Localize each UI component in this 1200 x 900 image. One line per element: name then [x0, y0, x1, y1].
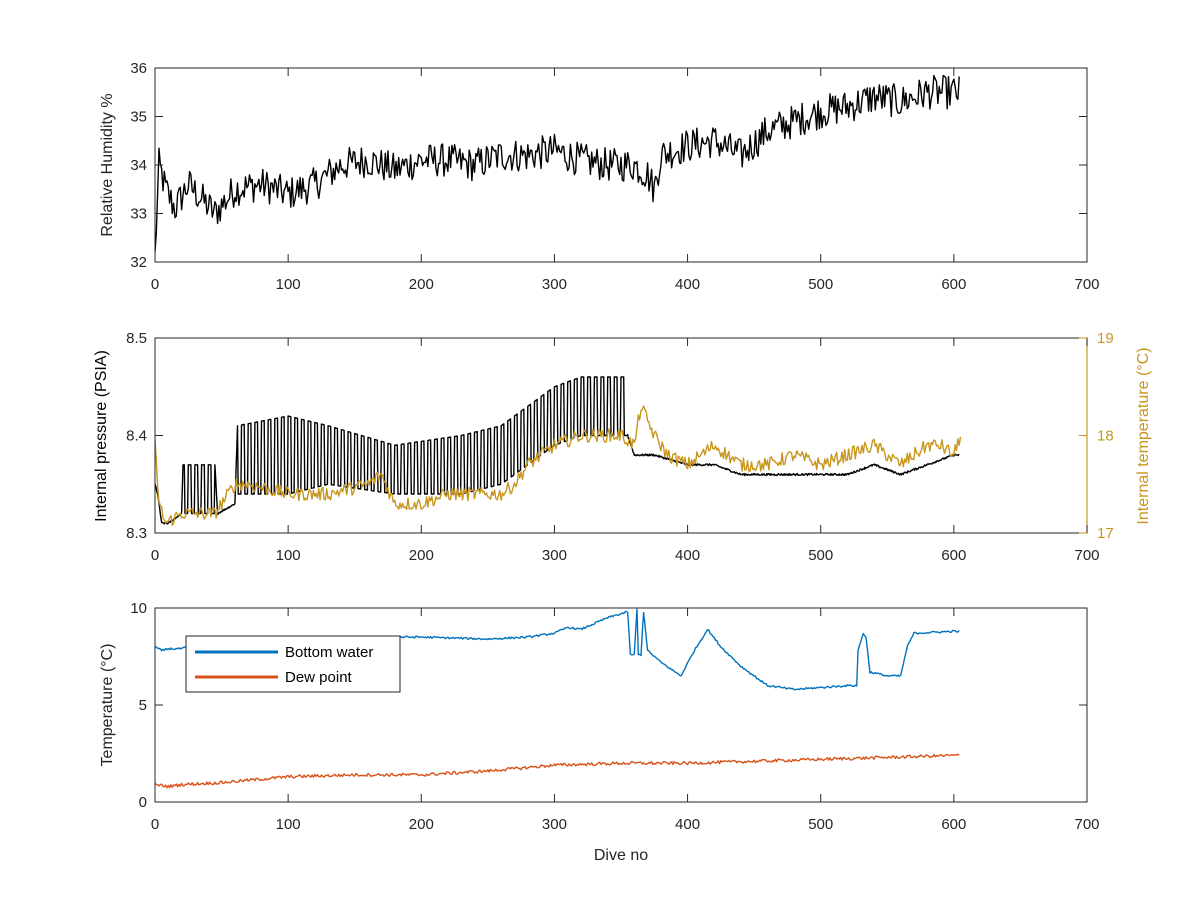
x-tick-label: 700: [1074, 547, 1099, 564]
x-tick-label: 600: [941, 547, 966, 564]
internal-temperature-line: [155, 405, 962, 526]
pressure-panel: 0 100 200 300 400 500 600 700 8.3 8.4 8.5 17 18 19 In…: [93, 330, 1152, 564]
legend-label-dew-point: Dew point: [285, 669, 353, 686]
x-tick-label: 400: [675, 276, 700, 293]
y-tick-label: 5: [139, 697, 147, 714]
temperature-panel: 0 100 200 300 400 500 600 700 0 5 10 Temperature (…: [99, 600, 1100, 864]
y-tick-label: 32: [130, 254, 147, 271]
x-tick-label: 200: [409, 547, 434, 564]
y-right-tick-label: 19: [1097, 330, 1114, 347]
y-tick-label: 8.5: [126, 330, 147, 347]
y-tick-label: 8.3: [126, 525, 147, 542]
x-tick-label: 700: [1074, 816, 1099, 833]
x-tick-label: 400: [675, 816, 700, 833]
x-tick-label: 100: [276, 276, 301, 293]
temperature-ticks: 0 100 200 300 400 500 600 700 0 5 10: [130, 600, 1099, 833]
x-tick-label: 0: [151, 276, 159, 293]
legend: Bottom water Dew point: [185, 635, 401, 693]
x-tick-label: 600: [941, 276, 966, 293]
humidity-plot-area: [155, 74, 960, 252]
y-tick-label: 0: [139, 794, 147, 811]
legend-box: [185, 635, 401, 693]
x-tick-label: 0: [151, 547, 159, 564]
x-axis-label: Dive no: [594, 847, 648, 864]
humidity-y-axis-label: Relative Humidity %: [99, 93, 116, 236]
legend-label-bottom-water: Bottom water: [285, 644, 373, 661]
x-tick-label: 100: [276, 547, 301, 564]
y-tick-label: 34: [130, 157, 147, 174]
x-tick-label: 300: [542, 816, 567, 833]
dew-point-line: [155, 753, 960, 789]
x-tick-label: 500: [808, 547, 833, 564]
y-tick-label: 10: [130, 600, 147, 617]
temperature-right-axis-label: Internal temperature (°C): [1135, 347, 1152, 524]
x-tick-label: 700: [1074, 276, 1099, 293]
pressure-plot-area: [155, 376, 962, 526]
x-tick-label: 600: [941, 816, 966, 833]
y-tick-label: 33: [130, 206, 147, 223]
y-tick-label: 36: [130, 60, 147, 77]
y-tick-label: 35: [130, 109, 147, 126]
humidity-panel: 0 100 200 300 400 500 600 700 32 33 34 35 36 Relativ…: [99, 60, 1100, 293]
x-tick-label: 400: [675, 547, 700, 564]
humidity-line: [155, 74, 960, 252]
x-tick-label: 0: [151, 816, 159, 833]
x-tick-label: 300: [542, 276, 567, 293]
x-tick-label: 500: [808, 276, 833, 293]
y-tick-label: 8.4: [126, 428, 147, 445]
x-tick-label: 200: [409, 276, 434, 293]
y-right-tick-label: 18: [1097, 428, 1114, 445]
humidity-ticks: 0 100 200 300 400 500 600 700 32 33 34 35 36: [130, 60, 1099, 293]
pressure-line: [155, 376, 960, 525]
x-tick-label: 300: [542, 547, 567, 564]
pressure-y-axis-label: Internal pressure (PSIA): [93, 350, 110, 522]
x-tick-label: 200: [409, 816, 434, 833]
pressure-ticks: 0 100 200 300 400 500 600 700 8.3 8.4 8.5 17 18 19: [126, 330, 1114, 564]
x-tick-label: 500: [808, 816, 833, 833]
y-right-tick-label: 17: [1097, 525, 1114, 542]
temperature-y-axis-label: Temperature (°C): [99, 644, 116, 767]
x-tick-label: 100: [276, 816, 301, 833]
